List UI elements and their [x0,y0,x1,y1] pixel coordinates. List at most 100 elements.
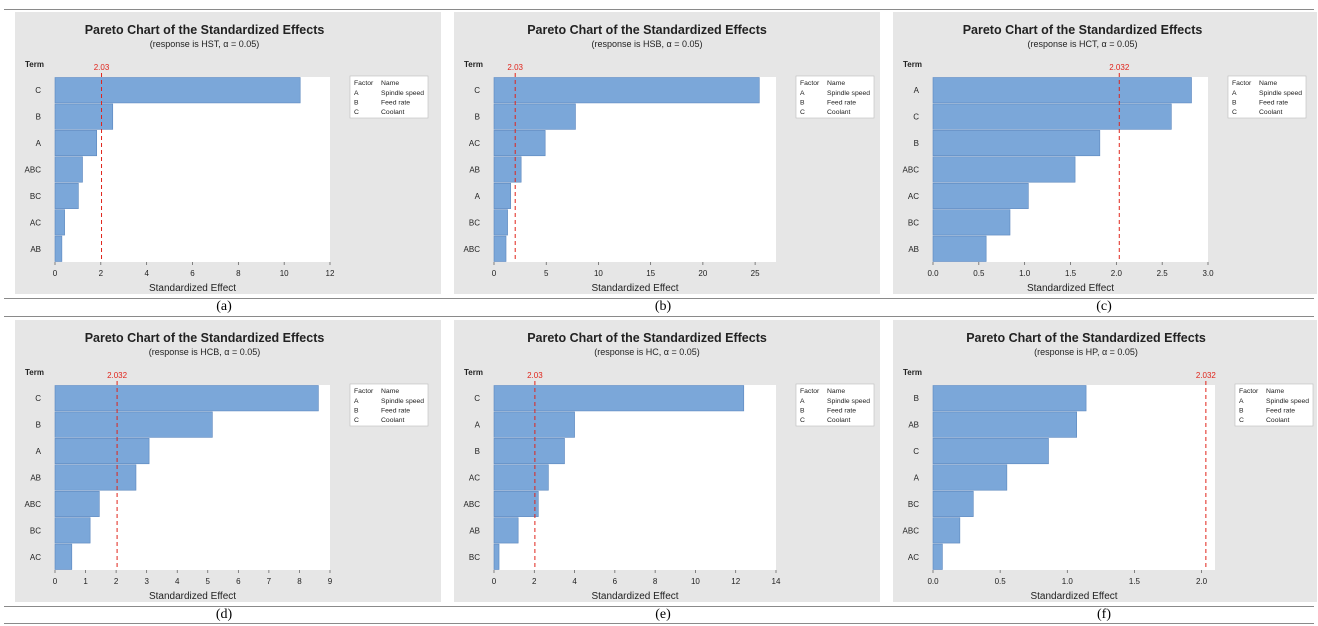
legend-factor-b: B [1239,408,1244,415]
caption-c: (c) [1096,299,1112,314]
x-axis-label: Standardized Effect [149,591,236,602]
legend-header-factor: Factor [354,388,374,395]
chart-panel-e: Pareto Chart of the Standardized Effects… [454,320,880,602]
term-label: A [36,139,42,148]
x-tick-label: 0 [53,269,58,278]
term-label: AC [908,192,919,201]
term-label: AB [469,526,480,535]
caption-e: (e) [655,607,671,622]
bar-abc [493,490,539,517]
legend-name: Feed rate [1259,100,1288,107]
bar-ac [932,543,943,570]
chart-title: Pareto Chart of the Standardized Effects [966,331,1206,345]
term-label: AB [30,245,41,254]
bar-abc [932,517,961,544]
x-tick-label: 4 [175,577,180,586]
x-tick-label: 0 [492,269,497,278]
pareto-chart: Pareto Chart of the Standardized Effects… [464,23,875,294]
chart-subtitle: (response is HSB, α = 0.05) [591,39,702,49]
bar-a [932,77,1192,104]
term-label: C [35,86,41,95]
bar-bc [493,543,500,570]
bar-bc [932,209,1011,236]
bar-b [932,385,1087,412]
term-label: AC [469,139,480,148]
x-tick-label: 1.0 [1019,269,1031,278]
term-label: ABC [25,500,42,509]
legend-name: Coolant [381,417,405,424]
bar-ac [54,543,73,570]
legend-header-factor: Factor [800,80,820,87]
legend-name: Spindle speed [1259,90,1302,97]
chart-subtitle: (response is HST, α = 0.05) [150,39,260,49]
bar-b [54,411,213,438]
x-tick-label: 0 [492,577,497,586]
term-label: BC [30,526,41,535]
x-tick-label: 2.5 [1157,269,1169,278]
reference-line-label: 2.03 [507,63,523,72]
legend-name: Feed rate [381,100,410,107]
bar-ab [54,464,137,491]
y-axis-label: Term [903,60,922,69]
bar-ab [493,517,519,544]
term-label: B [36,421,41,430]
y-axis-label: Term [464,368,483,377]
legend-header-name: Name [1266,388,1284,395]
x-tick-label: 6 [190,269,195,278]
reference-line-label: 2.032 [107,371,128,380]
x-tick-label: 14 [772,577,781,586]
chart-panel-a: Pareto Chart of the Standardized Effects… [15,12,441,294]
chart-title: Pareto Chart of the Standardized Effects [527,331,767,345]
term-label: A [475,421,481,430]
legend-factor-c: C [1232,109,1237,116]
y-axis-label: Term [903,368,922,377]
x-tick-label: 6 [613,577,618,586]
term-label: BC [908,500,919,509]
legend-factor-b: B [354,408,359,415]
chart-panel-b: Pareto Chart of the Standardized Effects… [454,12,880,294]
legend-name: Feed rate [827,100,856,107]
legend-name: Coolant [827,109,851,116]
bar-ac [932,182,1029,209]
legend-name: Coolant [381,109,405,116]
chart-title: Pareto Chart of the Standardized Effects [85,331,325,345]
x-tick-label: 2 [99,269,104,278]
x-tick-label: 12 [731,577,740,586]
factor-legend [349,75,429,119]
legend-header-name: Name [381,80,399,87]
chart-panel-d: Pareto Chart of the Standardized Effects… [15,320,441,602]
bar-c [493,77,760,104]
bar-a [493,182,512,209]
caption-b: (b) [654,299,672,314]
term-label: AB [908,421,919,430]
x-axis-label: Standardized Effect [1027,283,1114,294]
x-tick-label: 10 [594,269,603,278]
x-tick-label: 3.0 [1202,269,1214,278]
term-label: A [914,474,920,483]
term-label: A [475,192,481,201]
bar-c [493,385,745,412]
legend-name: Feed rate [1266,408,1295,415]
legend-header-factor: Factor [800,388,820,395]
x-tick-label: 8 [653,577,658,586]
bar-c [932,103,1172,130]
chart-title: Pareto Chart of the Standardized Effects [963,23,1203,37]
x-tick-label: 25 [751,269,760,278]
pareto-chart: Pareto Chart of the Standardized Effects… [25,331,429,602]
legend-factor-c: C [800,109,805,116]
bar-abc [54,156,83,183]
x-tick-label: 4 [144,269,149,278]
term-label: ABC [464,500,481,509]
legend-factor-c: C [800,417,805,424]
term-label: ABC [25,166,42,175]
term-label: C [35,394,41,403]
term-label: ABC [903,166,920,175]
legend-factor-b: B [800,100,805,107]
legend-factor-a: A [1232,90,1237,97]
factor-legend [1234,383,1314,427]
term-label: C [913,113,919,122]
legend-name: Spindle speed [1266,398,1309,405]
chart-panel-c: Pareto Chart of the Standardized Effects… [893,12,1317,294]
term-label: C [474,394,480,403]
